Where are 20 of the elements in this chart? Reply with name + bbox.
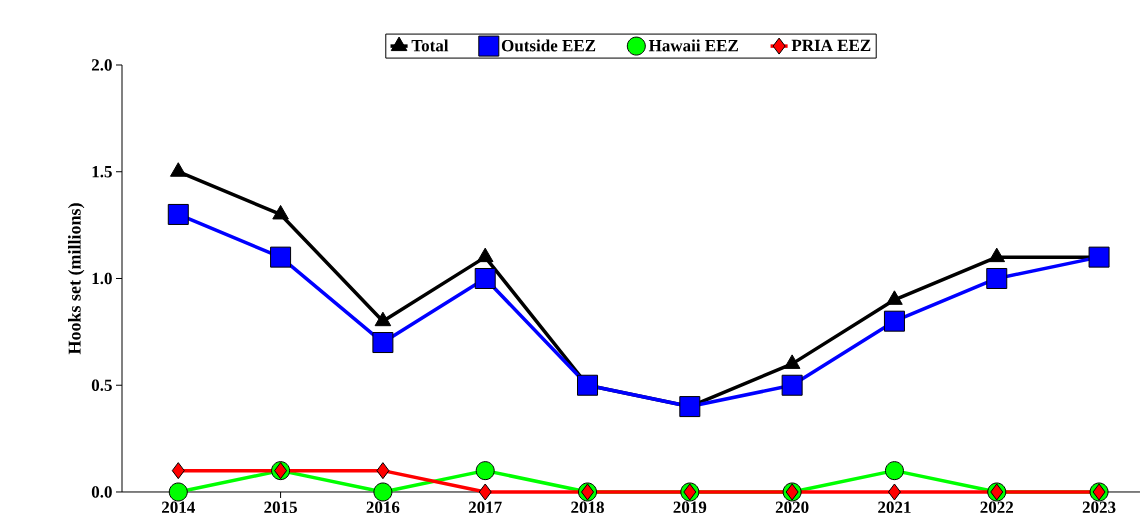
x-tick-label: 2018 bbox=[571, 501, 604, 513]
y-axis-title: Hooks set (millions) bbox=[68, 203, 85, 355]
x-tick-label: 2020 bbox=[775, 501, 809, 513]
y-tick-label: 2.0 bbox=[91, 59, 112, 71]
legend-label: Outside EEZ bbox=[501, 39, 596, 52]
y-tick-label: 0.5 bbox=[91, 379, 112, 391]
x-tick-label: 2017 bbox=[468, 501, 502, 513]
legend-label: PRIA EEZ bbox=[791, 39, 871, 51]
x-tick-label: 2019 bbox=[673, 501, 707, 513]
x-tick-label: 2022 bbox=[980, 501, 1014, 513]
x-tick-label: 2014 bbox=[162, 501, 195, 513]
x-tick-label: 2023 bbox=[1082, 501, 1116, 513]
x-tick-label: 2016 bbox=[366, 501, 400, 513]
x-tick-label: 2015 bbox=[264, 501, 297, 513]
legend-label: Total bbox=[411, 39, 449, 52]
x-tick-label: 2021 bbox=[878, 501, 911, 513]
y-tick-label: 0.0 bbox=[91, 486, 112, 498]
y-tick-label: 1.5 bbox=[92, 166, 112, 178]
legend-label: Hawaii EEZ bbox=[648, 39, 738, 52]
y-tick-label: 1.0 bbox=[92, 272, 112, 285]
